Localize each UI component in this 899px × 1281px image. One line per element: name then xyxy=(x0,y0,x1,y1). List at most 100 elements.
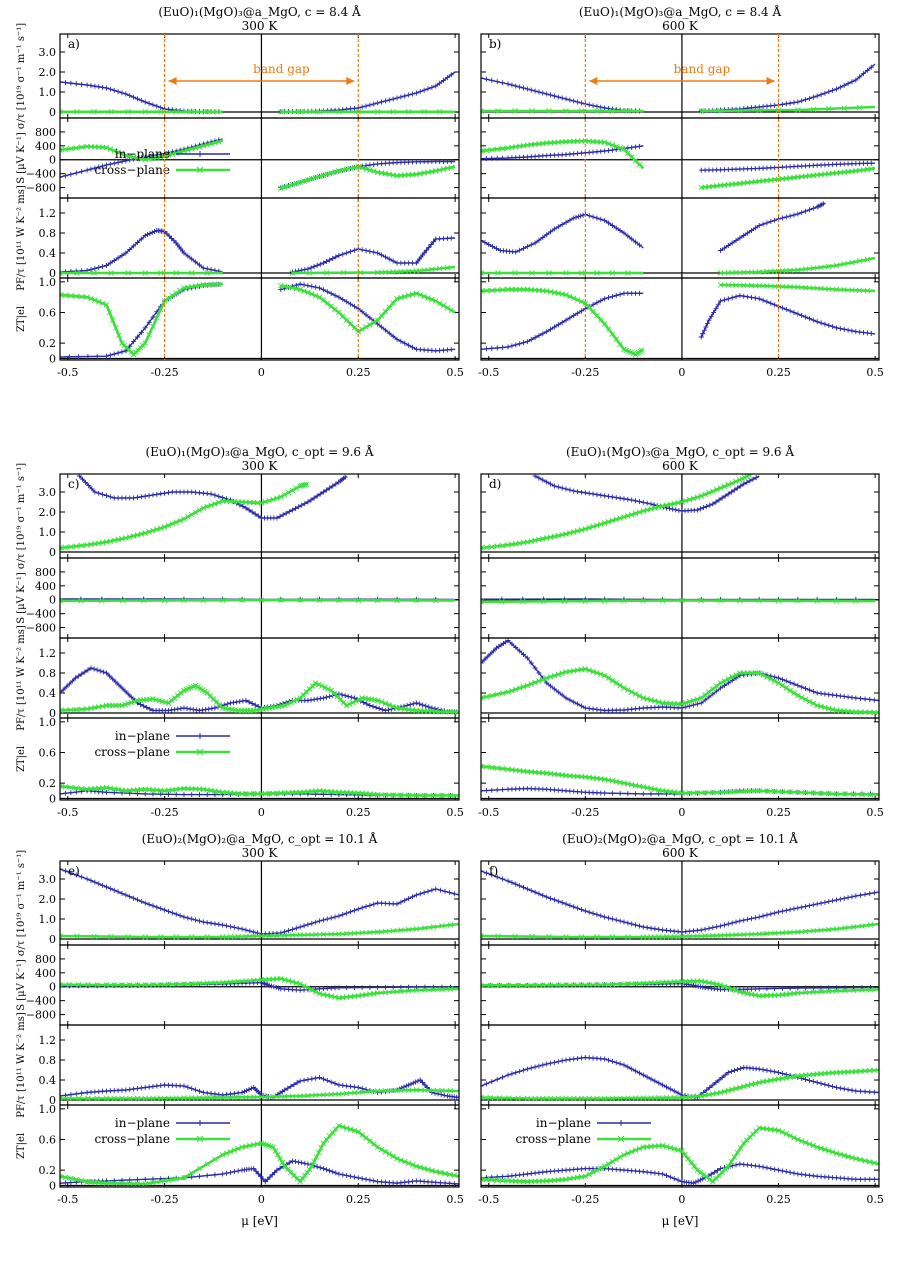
point xyxy=(125,691,131,697)
point xyxy=(204,1173,210,1178)
point xyxy=(289,1093,296,1100)
point xyxy=(138,97,144,103)
point xyxy=(487,1094,494,1101)
point xyxy=(544,894,550,900)
series-in-plane xyxy=(76,474,348,521)
point xyxy=(722,493,728,499)
point xyxy=(779,677,785,682)
point xyxy=(590,523,596,530)
point xyxy=(297,597,303,603)
point xyxy=(752,225,758,231)
point xyxy=(149,230,155,235)
y-tick-label: −400 xyxy=(26,608,56,621)
point xyxy=(150,791,156,797)
point xyxy=(320,489,326,495)
point xyxy=(582,526,589,532)
point xyxy=(625,920,631,926)
point xyxy=(410,894,416,900)
point xyxy=(282,929,288,935)
point xyxy=(617,981,623,987)
point xyxy=(138,898,144,904)
point xyxy=(165,791,171,797)
point xyxy=(729,480,735,487)
point xyxy=(738,1066,744,1071)
point xyxy=(536,89,542,95)
point xyxy=(125,933,131,940)
point xyxy=(277,1165,283,1171)
point xyxy=(586,1171,593,1178)
point xyxy=(375,100,381,106)
point xyxy=(524,1066,530,1072)
point xyxy=(613,680,620,686)
point xyxy=(62,292,69,299)
x-tick-label: 0.5 xyxy=(866,806,884,819)
point xyxy=(144,705,150,710)
point xyxy=(756,914,762,920)
point xyxy=(806,1172,812,1178)
x-tick-label: 0.25 xyxy=(346,1193,371,1206)
point xyxy=(713,1080,719,1085)
point xyxy=(481,270,484,276)
point xyxy=(99,300,106,307)
point xyxy=(625,108,631,114)
point xyxy=(701,327,707,333)
point xyxy=(671,933,678,940)
point xyxy=(594,270,600,276)
point xyxy=(208,267,214,273)
point xyxy=(235,933,242,940)
point xyxy=(314,493,320,499)
point xyxy=(119,349,125,355)
point xyxy=(150,102,156,108)
point xyxy=(536,670,542,676)
series-cross-plane xyxy=(481,138,876,191)
point xyxy=(536,1063,542,1069)
point xyxy=(131,895,137,901)
point xyxy=(741,481,747,487)
point xyxy=(394,901,400,907)
point xyxy=(109,317,116,323)
point xyxy=(324,694,330,700)
point xyxy=(227,1091,233,1097)
point xyxy=(810,927,817,934)
point xyxy=(799,313,805,319)
point xyxy=(345,693,351,699)
panel-title: (EuO)₁(MgO)₃@a_MgO, c = 8.4 Å xyxy=(579,4,782,19)
point xyxy=(494,1076,500,1082)
point xyxy=(332,914,338,920)
point xyxy=(73,706,80,713)
point xyxy=(119,982,125,988)
y-axis-label: σ/τ [10¹⁹ σ⁻¹ m⁻¹ s⁻¹] xyxy=(16,850,27,956)
point xyxy=(810,285,817,291)
point xyxy=(353,698,359,704)
point xyxy=(235,1168,241,1174)
point xyxy=(330,483,336,489)
point xyxy=(489,146,495,153)
series-line xyxy=(280,284,456,333)
point xyxy=(563,1057,569,1063)
panel-label: b) xyxy=(489,37,501,51)
point xyxy=(185,1084,191,1090)
point xyxy=(740,931,747,938)
point xyxy=(154,491,160,497)
point xyxy=(494,155,500,161)
point xyxy=(578,298,585,305)
point xyxy=(66,1095,73,1102)
point xyxy=(96,164,102,170)
point xyxy=(92,297,98,304)
point xyxy=(513,83,519,89)
point xyxy=(336,1082,342,1088)
point xyxy=(524,86,530,92)
point xyxy=(528,242,534,248)
point xyxy=(814,1080,820,1085)
point xyxy=(113,679,119,685)
point xyxy=(830,692,836,698)
point xyxy=(351,303,357,309)
point xyxy=(370,319,377,326)
point xyxy=(694,789,701,796)
point xyxy=(227,924,233,930)
point xyxy=(563,982,569,988)
point xyxy=(857,1068,864,1075)
point xyxy=(363,1135,369,1141)
point xyxy=(559,222,565,228)
